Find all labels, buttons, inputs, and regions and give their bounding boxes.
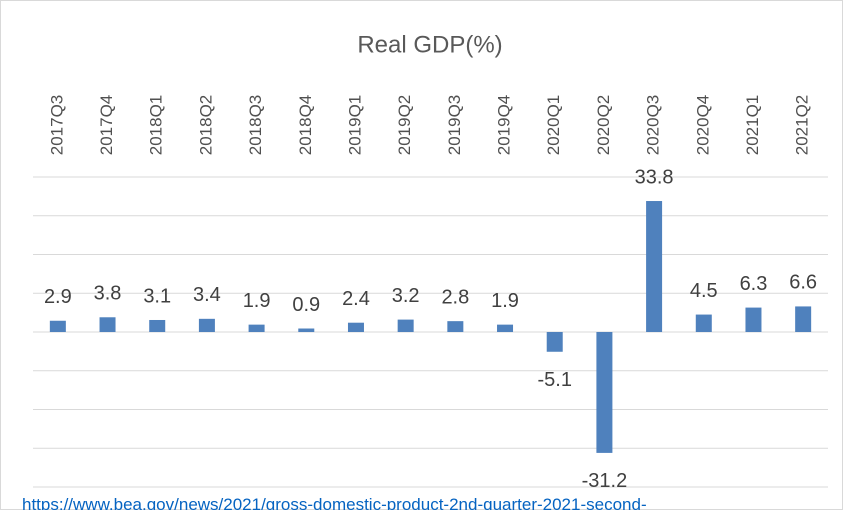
value-label: 1.9 — [491, 290, 519, 312]
value-label: 0.9 — [292, 294, 320, 316]
x-tick-label: 2018Q3 — [246, 95, 265, 156]
bar — [745, 307, 762, 332]
value-label: 2.4 — [342, 288, 370, 310]
bar — [646, 201, 663, 332]
x-tick-label: 2019Q4 — [495, 95, 514, 156]
x-tick-label: 2019Q2 — [395, 95, 414, 156]
chart-title: Real GDP(%) — [357, 31, 502, 58]
value-label: 1.9 — [243, 290, 271, 312]
bar — [596, 332, 613, 453]
bar — [695, 314, 712, 332]
value-label: 2.9 — [44, 286, 72, 308]
x-tick-label: 2021Q2 — [793, 95, 812, 156]
x-tick-label: 2017Q3 — [47, 95, 66, 156]
value-label: 6.3 — [740, 273, 768, 295]
bar — [497, 324, 514, 332]
value-label: 6.6 — [789, 272, 817, 294]
x-tick-label: 2020Q1 — [544, 95, 563, 156]
bar — [298, 328, 315, 332]
bar — [795, 306, 812, 332]
value-label: 4.5 — [690, 280, 718, 302]
bar — [397, 319, 414, 332]
x-tick-label: 2017Q4 — [97, 95, 116, 156]
value-label: 3.4 — [193, 284, 221, 306]
value-label: -31.2 — [582, 470, 628, 492]
bar — [99, 317, 116, 332]
bar — [347, 322, 364, 332]
x-tick-label: 2020Q3 — [644, 95, 663, 156]
x-tick-label: 2019Q3 — [445, 95, 464, 156]
value-label: -5.1 — [537, 369, 571, 391]
bar — [248, 324, 265, 332]
x-tick-label: 2018Q2 — [196, 95, 215, 156]
x-tick-label: 2018Q4 — [296, 95, 315, 156]
x-tick-label: 2020Q4 — [693, 95, 712, 156]
bar — [149, 319, 166, 332]
bar — [198, 318, 215, 332]
x-tick-label: 2020Q2 — [594, 95, 613, 156]
value-label: 3.2 — [392, 285, 420, 307]
value-label: 2.8 — [441, 286, 469, 308]
source-link[interactable]: https://www.bea.gov/news/2021/gross-dome… — [22, 495, 647, 510]
bar — [447, 321, 464, 332]
x-tick-label: 2018Q1 — [147, 95, 166, 156]
bar — [49, 320, 66, 332]
value-label: 3.1 — [143, 285, 171, 307]
bar — [546, 332, 563, 352]
source-text: https://www.bea.gov/news/2021/gross-dome… — [22, 495, 647, 510]
value-label: 33.8 — [635, 166, 674, 188]
value-label: 3.8 — [94, 283, 122, 305]
x-tick-label: 2021Q1 — [743, 95, 762, 156]
x-tick-label: 2019Q1 — [345, 95, 364, 156]
